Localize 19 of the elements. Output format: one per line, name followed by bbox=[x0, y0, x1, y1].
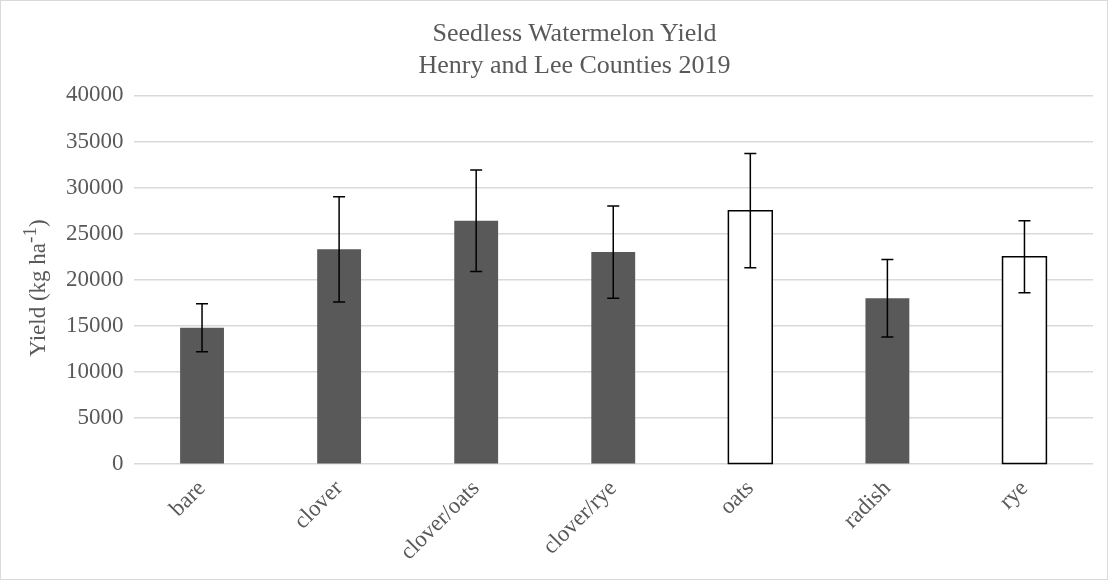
y-tick-label: 25000 bbox=[66, 219, 124, 245]
y-tick-label: 40000 bbox=[66, 81, 124, 107]
y-tick-label: 30000 bbox=[66, 173, 124, 199]
bar bbox=[865, 298, 910, 464]
bar bbox=[591, 252, 636, 464]
x-tick-label: oats bbox=[714, 475, 759, 519]
y-tick-label: 10000 bbox=[66, 358, 124, 383]
y-tick-label: 5000 bbox=[77, 404, 124, 430]
x-tick-label: bare bbox=[164, 475, 210, 521]
text: Seedless Watermelon Yield bbox=[432, 18, 717, 48]
x-tick-label: rye bbox=[993, 475, 1033, 514]
bar bbox=[180, 327, 224, 464]
bar bbox=[317, 249, 362, 464]
bar bbox=[454, 220, 499, 464]
y-tick-label: 20000 bbox=[66, 265, 124, 291]
y-tick-label: 0 bbox=[112, 450, 124, 476]
y-tick-label: 15000 bbox=[66, 311, 124, 337]
text: Henry and Lee Counties 2019 bbox=[418, 49, 731, 79]
y-tick-label: 35000 bbox=[66, 127, 124, 153]
